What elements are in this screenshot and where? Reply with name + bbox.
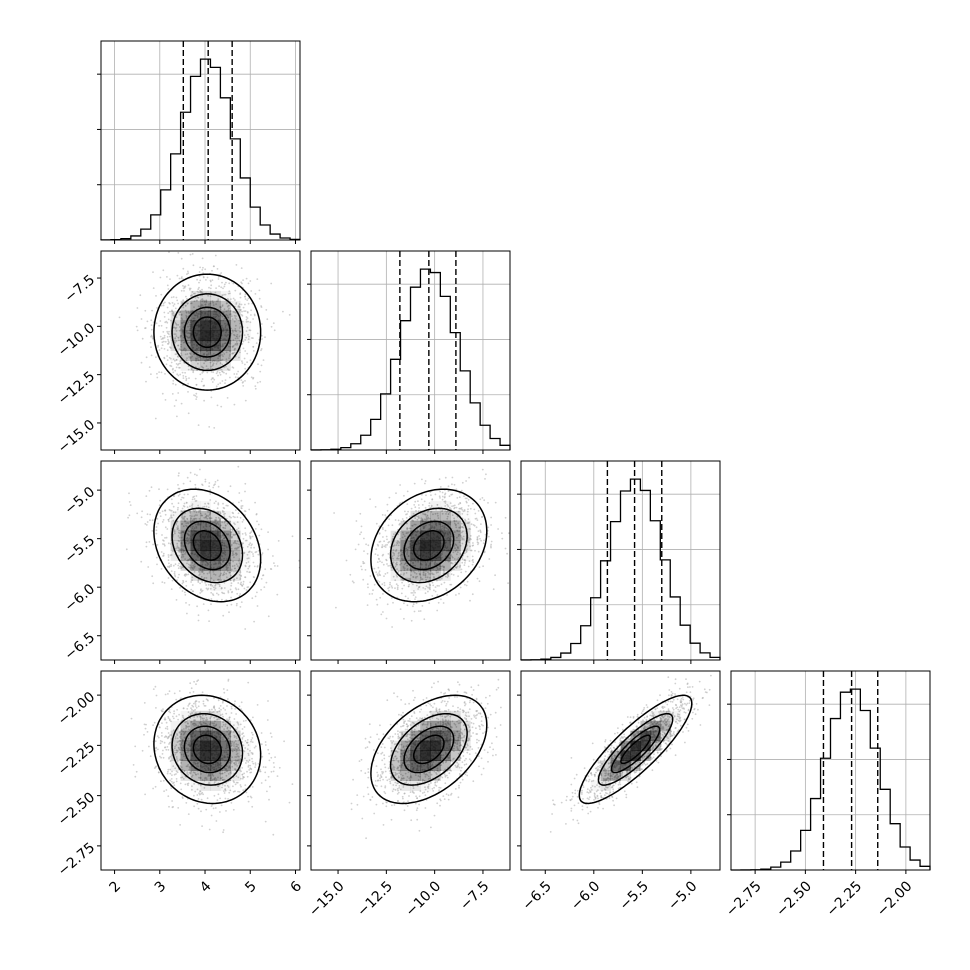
panel-frame [520, 460, 721, 661]
contour-3 [192, 316, 222, 349]
density-3-1 [350, 678, 502, 840]
x-tick-label: 6 [287, 878, 305, 896]
panel-frame [310, 460, 511, 661]
contour-3 [192, 530, 222, 561]
panel-2-1 [307, 460, 511, 664]
x-tick-label: 5 [242, 878, 260, 896]
panel-3-0 [97, 670, 301, 874]
histogram-2 [520, 478, 721, 661]
y-tick-label: −2.00 [55, 689, 98, 729]
x-tick-label: −12.5 [354, 878, 396, 920]
contour-3 [412, 734, 445, 765]
x-tick-label: −7.5 [457, 878, 492, 913]
y-tick-label: −15.0 [55, 417, 98, 457]
panel-frame [100, 670, 301, 871]
x-tick-label: 4 [197, 878, 215, 896]
density-3-0 [130, 678, 294, 836]
y-tick-label: −2.25 [55, 739, 98, 779]
density-2-1 [333, 468, 510, 628]
x-tick-label: −15.0 [306, 878, 348, 920]
contour-0 [578, 694, 693, 805]
y-tick-label: −2.75 [55, 840, 98, 880]
panel-2-0 [97, 460, 301, 664]
contour-1 [171, 507, 244, 584]
panel-frame [100, 250, 301, 451]
contour-2 [183, 520, 231, 571]
density-3-2 [549, 674, 712, 833]
x-tick-label: −2.25 [824, 878, 866, 920]
panel-1-0 [97, 250, 301, 454]
contour-0 [370, 488, 488, 603]
x-tick-label: 3 [152, 878, 170, 896]
panel-frame [310, 670, 511, 871]
contour-2 [403, 520, 455, 571]
panel-2-2 [517, 460, 721, 664]
panel-3-3 [727, 670, 931, 874]
panel-frame [310, 250, 511, 451]
density-shading [170, 290, 251, 371]
x-tick-label: −2.50 [773, 878, 815, 920]
panel-frame [730, 670, 931, 871]
histogram-0 [100, 58, 301, 241]
x-tick-label: −2.00 [874, 878, 916, 920]
x-tick-label: 2 [107, 878, 125, 896]
contour-1 [171, 293, 244, 372]
panel-frame [100, 40, 301, 241]
y-tick-label: −2.50 [55, 789, 98, 829]
contour-0 [153, 488, 262, 603]
x-tick-label: −2.75 [723, 878, 765, 920]
y-tick-label: −12.5 [55, 369, 98, 409]
panel-0-0 [97, 40, 301, 244]
contour-3 [620, 734, 651, 765]
x-tick-label: −10.0 [403, 878, 445, 920]
y-tick-label: −10.0 [55, 320, 98, 360]
contour-0 [153, 273, 262, 391]
contour-3 [192, 734, 222, 765]
contour-2 [610, 725, 661, 774]
x-tick-label: −6.0 [568, 878, 603, 913]
y-tick-label: −5.5 [62, 533, 98, 567]
contour-1 [389, 507, 468, 584]
contour-1 [389, 712, 468, 786]
x-tick-label: −6.5 [520, 878, 555, 913]
panel-frame [520, 670, 721, 871]
contour-1 [171, 712, 244, 786]
histogram-1 [310, 268, 511, 451]
density-1-0 [118, 251, 291, 429]
panel-1-1 [307, 250, 511, 454]
x-tick-label: −5.5 [617, 878, 652, 913]
y-tick-label: −7.5 [62, 272, 98, 306]
contour-2 [183, 306, 231, 358]
y-tick-label: −6.0 [62, 581, 98, 615]
contour-1 [597, 712, 674, 786]
contour-0 [370, 694, 488, 805]
panel-3-1 [307, 670, 511, 874]
y-tick-label: −6.5 [62, 630, 98, 664]
contour-2 [403, 725, 455, 774]
histogram-3 [730, 688, 931, 871]
contour-3 [412, 530, 445, 561]
y-tick-label: −5.0 [62, 484, 98, 518]
panel-frame [100, 460, 301, 661]
contour-2 [183, 725, 231, 774]
panel-3-2 [517, 670, 721, 874]
contour-0 [153, 694, 262, 805]
density-2-0 [125, 465, 300, 630]
x-tick-label: −5.0 [665, 878, 700, 913]
